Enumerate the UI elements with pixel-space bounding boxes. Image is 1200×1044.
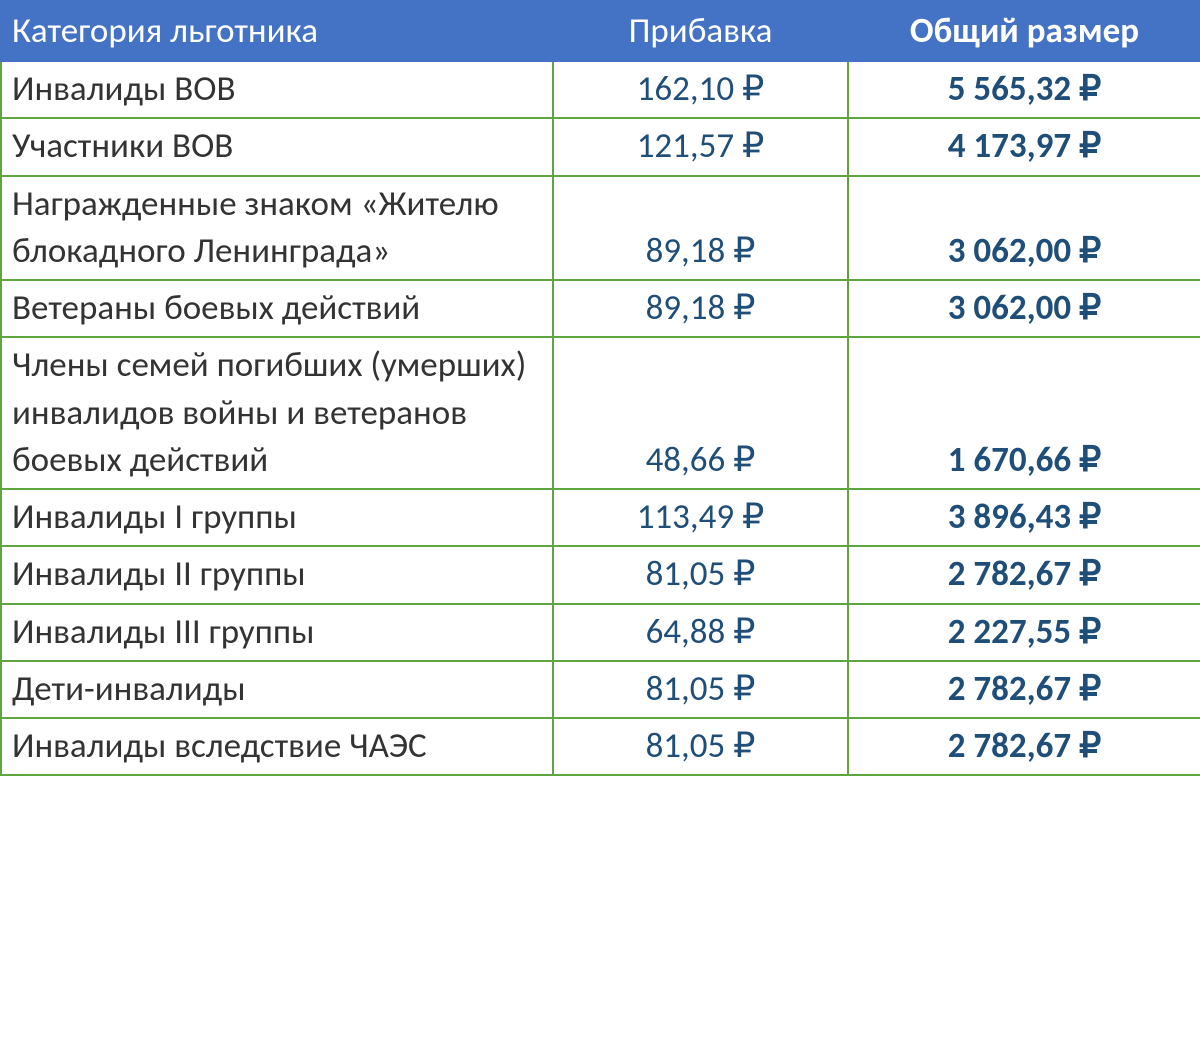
cell-increment: 121,57 ₽ [553,118,848,175]
cell-category: Инвалиды вследствие ЧАЭС [1,718,553,775]
table-row: Ветераны боевых действий 89,18 ₽ 3 062,0… [1,280,1200,337]
cell-total: 4 173,97 ₽ [848,118,1200,175]
table-header: Категория льготника Прибавка Общий разме… [1,1,1200,61]
table-row: Инвалиды ВОВ 162,10 ₽ 5 565,32 ₽ [1,61,1200,118]
cell-total: 3 062,00 ₽ [848,280,1200,337]
cell-increment: 89,18 ₽ [553,280,848,337]
cell-category: Ветераны боевых действий [1,280,553,337]
cell-increment: 81,05 ₽ [553,546,848,603]
table-row: Награжденные знаком «Жителю блокадного Л… [1,176,1200,281]
table-row: Инвалиды I группы 113,49 ₽ 3 896,43 ₽ [1,489,1200,546]
benefits-table: Категория льготника Прибавка Общий разме… [0,0,1200,776]
cell-category: Инвалиды III группы [1,604,553,661]
cell-total: 5 565,32 ₽ [848,61,1200,118]
cell-category: Награжденные знаком «Жителю блокадного Л… [1,176,553,281]
cell-increment: 81,05 ₽ [553,661,848,718]
cell-category: Инвалиды II группы [1,546,553,603]
cell-category: Участники ВОВ [1,118,553,175]
cell-total: 3 062,00 ₽ [848,176,1200,281]
cell-total: 3 896,43 ₽ [848,489,1200,546]
header-category: Категория льготника [1,1,553,61]
table-row: Инвалиды вследствие ЧАЭС 81,05 ₽ 2 782,6… [1,718,1200,775]
table-body: Инвалиды ВОВ 162,10 ₽ 5 565,32 ₽ Участни… [1,61,1200,775]
cell-total: 2 782,67 ₽ [848,718,1200,775]
cell-total: 2 782,67 ₽ [848,546,1200,603]
cell-category: Инвалиды I группы [1,489,553,546]
cell-increment: 48,66 ₽ [553,337,848,489]
cell-total: 2 227,55 ₽ [848,604,1200,661]
cell-increment: 64,88 ₽ [553,604,848,661]
table-row: Члены семей погибших (умерших) инвалидов… [1,337,1200,489]
table-row: Инвалиды III группы 64,88 ₽ 2 227,55 ₽ [1,604,1200,661]
cell-increment: 89,18 ₽ [553,176,848,281]
table-row: Участники ВОВ 121,57 ₽ 4 173,97 ₽ [1,118,1200,175]
table-row: Инвалиды II группы 81,05 ₽ 2 782,67 ₽ [1,546,1200,603]
table-row: Дети-инвалиды 81,05 ₽ 2 782,67 ₽ [1,661,1200,718]
header-increment: Прибавка [553,1,848,61]
cell-increment: 162,10 ₽ [553,61,848,118]
cell-increment: 113,49 ₽ [553,489,848,546]
cell-category: Дети-инвалиды [1,661,553,718]
cell-total: 2 782,67 ₽ [848,661,1200,718]
cell-increment: 81,05 ₽ [553,718,848,775]
cell-category: Члены семей погибших (умерших) инвалидов… [1,337,553,489]
header-row: Категория льготника Прибавка Общий разме… [1,1,1200,61]
header-total: Общий размер [848,1,1200,61]
cell-category: Инвалиды ВОВ [1,61,553,118]
cell-total: 1 670,66 ₽ [848,337,1200,489]
